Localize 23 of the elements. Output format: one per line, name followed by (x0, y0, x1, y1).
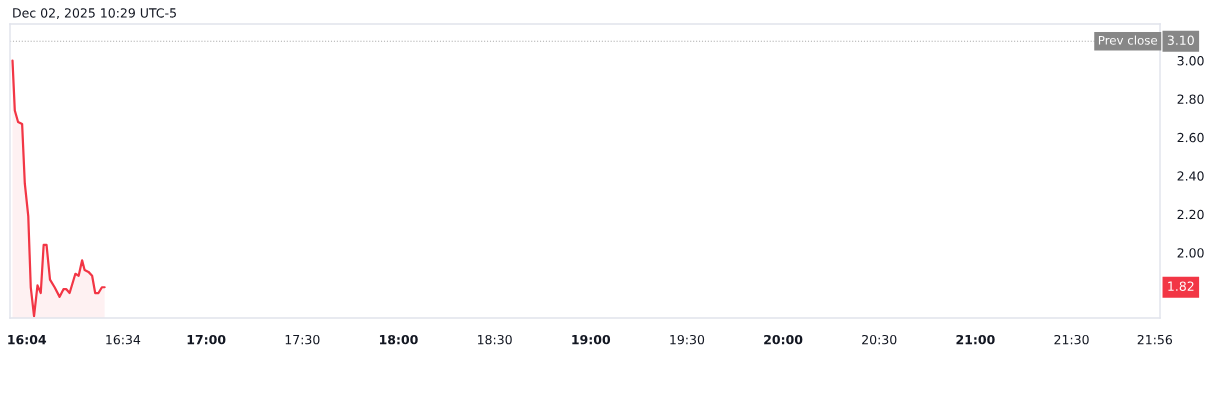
y-tick-label: 2.80 (1177, 94, 1204, 104)
x-tick-label: 20:30 (862, 334, 897, 345)
x-tick-label: 18:00 (379, 334, 418, 345)
x-tick-label: 21:00 (956, 334, 995, 345)
x-tick-label: 21:56 (1137, 334, 1173, 345)
annotation: 1.82 (1168, 281, 1194, 291)
x-tick-label: 16:04 (8, 334, 47, 345)
x-tick-label: 17:00 (187, 334, 226, 345)
x-tick-label: 16:34 (106, 334, 141, 345)
ref-line-label: Prev close (1098, 35, 1158, 45)
x-tick-label: 20:00 (764, 334, 803, 345)
x-tick-label: 17:30 (285, 334, 320, 345)
text: Dec 02, 2025 10:29 UTC-5 (13, 8, 176, 19)
y-tick-label: 3.00 (1177, 55, 1204, 66)
x-tick-label: 21:30 (1054, 334, 1089, 345)
x-tick-label: 19:30 (670, 334, 705, 345)
x-tick-label: 18:30 (477, 334, 512, 345)
y-tick-label: 2.40 (1177, 171, 1204, 181)
x-tick-label: 19:00 (572, 334, 611, 345)
annotation: 3.10 (1167, 35, 1194, 45)
y-tick-label: 2.00 (1177, 248, 1204, 258)
y-tick-label: 2.20 (1177, 209, 1204, 220)
y-tick-label: 2.60 (1177, 132, 1204, 143)
